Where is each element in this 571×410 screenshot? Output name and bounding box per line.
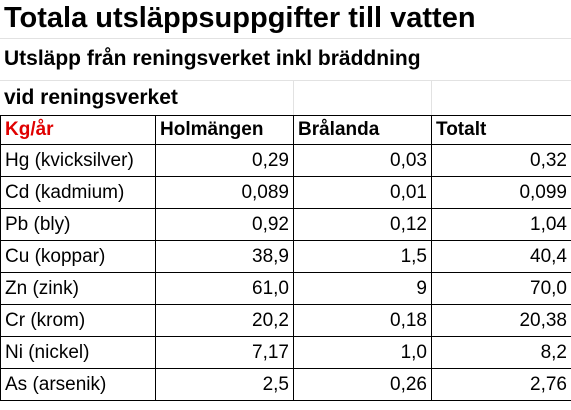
- table-row: As (arsenik) 2,5 0,26 2,76: [0, 368, 571, 401]
- total-value: 0,32: [431, 144, 571, 177]
- subtitle-line-2: vid reningsverket: [4, 86, 178, 109]
- holmangen-value: 0,089: [155, 176, 294, 209]
- bralanda-value: 0,03: [293, 144, 432, 177]
- bralanda-value: 1,0: [293, 336, 432, 369]
- bralanda-value: 0,18: [293, 304, 432, 337]
- total-value: 0,099: [431, 176, 571, 209]
- substance-cell: Cu (koppar): [0, 240, 156, 273]
- bralanda-value: 0,12: [293, 208, 432, 241]
- bralanda-value: 9: [293, 272, 432, 305]
- holmangen-value: 0,29: [155, 144, 294, 177]
- sheet-gridline: [0, 80, 571, 81]
- column-header-bralanda: Brålanda: [293, 115, 432, 145]
- holmangen-value: 20,2: [155, 304, 294, 337]
- table-row: Pb (bly) 0,92 0,12 1,04: [0, 208, 571, 241]
- table-header-row: Kg/år Holmängen Brålanda Totalt: [0, 115, 571, 145]
- page-title: Totala utsläppsuppgifter till vatten: [4, 2, 476, 34]
- table-row: Cu (koppar) 38,9 1,5 40,4: [0, 240, 571, 273]
- substance-cell: Cd (kadmium): [0, 176, 156, 209]
- substance-cell: Hg (kvicksilver): [0, 144, 156, 177]
- bralanda-value: 0,01: [293, 176, 432, 209]
- substance-cell: Cr (krom): [0, 304, 156, 337]
- sheet-gridline: [431, 80, 432, 115]
- holmangen-value: 7,17: [155, 336, 294, 369]
- substance-cell: Ni (nickel): [0, 336, 156, 369]
- holmangen-value: 2,5: [155, 368, 294, 401]
- table-row: Cd (kadmium) 0,089 0,01 0,099: [0, 176, 571, 209]
- bralanda-value: 0,26: [293, 368, 432, 401]
- subtitle-line-1: Utsläpp från reningsverket inkl bräddnin…: [4, 47, 421, 70]
- table-row: Zn (zink) 61,0 9 70,0: [0, 272, 571, 305]
- table-row: Ni (nickel) 7,17 1,0 8,2: [0, 336, 571, 369]
- substance-cell: As (arsenik): [0, 368, 156, 401]
- total-value: 2,76: [431, 368, 571, 401]
- column-header-totalt: Totalt: [431, 115, 571, 145]
- column-header-holmangen: Holmängen: [155, 115, 294, 145]
- holmangen-value: 0,92: [155, 208, 294, 241]
- total-value: 1,04: [431, 208, 571, 241]
- unit-header: Kg/år: [0, 115, 156, 145]
- total-value: 8,2: [431, 336, 571, 369]
- table-row: Hg (kvicksilver) 0,29 0,03 0,32: [0, 144, 571, 177]
- substance-cell: Pb (bly): [0, 208, 156, 241]
- table-row: Cr (krom) 20,2 0,18 20,38: [0, 304, 571, 337]
- total-value: 40,4: [431, 240, 571, 273]
- total-value: 20,38: [431, 304, 571, 337]
- sheet-gridline: [293, 80, 294, 115]
- emissions-table: Kg/år Holmängen Brålanda Totalt Hg (kvic…: [0, 115, 571, 401]
- substance-cell: Zn (zink): [0, 272, 156, 305]
- holmangen-value: 61,0: [155, 272, 294, 305]
- holmangen-value: 38,9: [155, 240, 294, 273]
- total-value: 70,0: [431, 272, 571, 305]
- bralanda-value: 1,5: [293, 240, 432, 273]
- sheet-gridline: [0, 38, 571, 39]
